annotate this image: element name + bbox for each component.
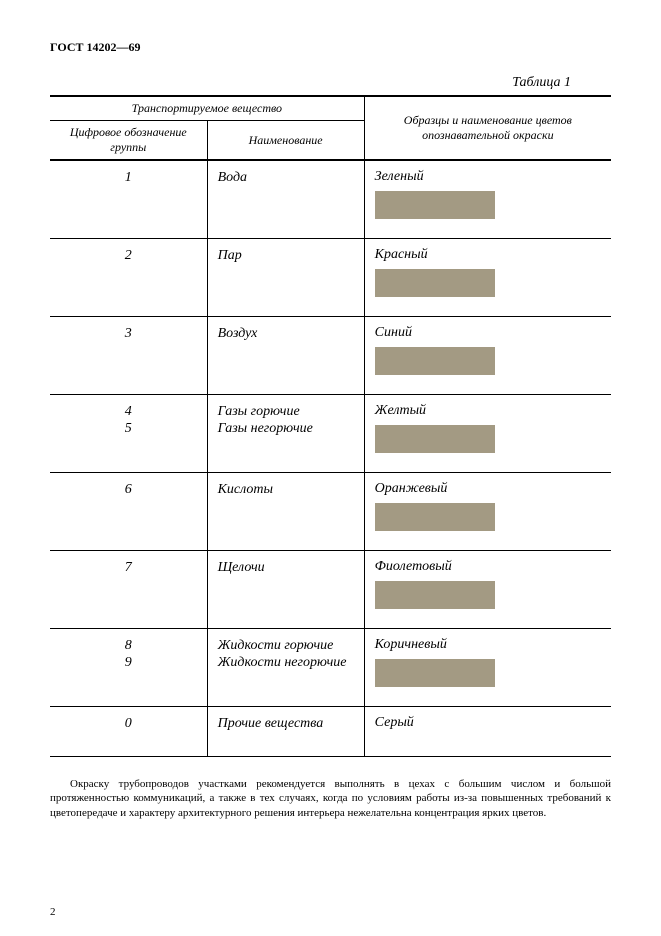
cell-number: 1 [50,160,207,238]
cell-color: Зеленый [364,160,611,238]
cell-color: Желтый [364,394,611,472]
color-name: Оранжевый [375,481,601,497]
color-swatch [375,269,495,297]
cell-name: Щелочи [207,550,364,628]
cell-color: Серый [364,706,611,756]
cell-name: Воздух [207,316,364,394]
table-row: 45Газы горючиеГазы негорючие Желтый [50,394,611,472]
doc-header: ГОСТ 14202—69 [50,40,611,55]
color-swatch [375,191,495,219]
table-caption: Таблица 1 [50,75,611,91]
cell-name: Вода [207,160,364,238]
cell-color: Оранжевый [364,472,611,550]
table-row: 3Воздух Синий [50,316,611,394]
th-col2: Наименование [207,121,364,161]
cell-number: 45 [50,394,207,472]
color-name: Серый [375,715,601,731]
table-row: 89Жидкости горючиеЖидкости негорючие Кори… [50,628,611,706]
table-row: 1Вода Зеленый [50,160,611,238]
cell-number: 3 [50,316,207,394]
th-span12: Транспортируемое вещество [50,96,364,121]
cell-number: 7 [50,550,207,628]
main-table: Транспортируемое вещество Образцы и наим… [50,95,611,757]
color-name: Коричневый [375,637,601,653]
cell-number: 2 [50,238,207,316]
cell-color: Коричневый [364,628,611,706]
page-number: 2 [50,906,56,918]
body-text: Окраску трубопроводов участками рекоменд… [50,777,611,822]
table-row: 7Щелочи Фиолетовый [50,550,611,628]
cell-name: Жидкости горючиеЖидкости негорючие [207,628,364,706]
th-col3: Образцы и наименование цветов опознавате… [364,96,611,160]
cell-name: Кислоты [207,472,364,550]
cell-number: 6 [50,472,207,550]
table-row: 6Кислоты Оранжевый [50,472,611,550]
color-swatch [375,347,495,375]
cell-color: Красный [364,238,611,316]
th-col1: Цифровое обозначение группы [50,121,207,161]
color-name: Красный [375,247,601,263]
color-name: Синий [375,325,601,341]
cell-number: 89 [50,628,207,706]
cell-number: 0 [50,706,207,756]
color-swatch [375,425,495,453]
color-name: Фиолетовый [375,559,601,575]
color-name: Зеленый [375,169,601,185]
cell-name: Газы горючиеГазы негорючие [207,394,364,472]
color-swatch [375,581,495,609]
cell-color: Фиолетовый [364,550,611,628]
color-name: Желтый [375,403,601,419]
cell-name: Прочие вещества [207,706,364,756]
table-row: 2Пар Красный [50,238,611,316]
cell-color: Синий [364,316,611,394]
table-row: 0Прочие вещества Серый [50,706,611,756]
color-swatch [375,503,495,531]
cell-name: Пар [207,238,364,316]
color-swatch [375,659,495,687]
